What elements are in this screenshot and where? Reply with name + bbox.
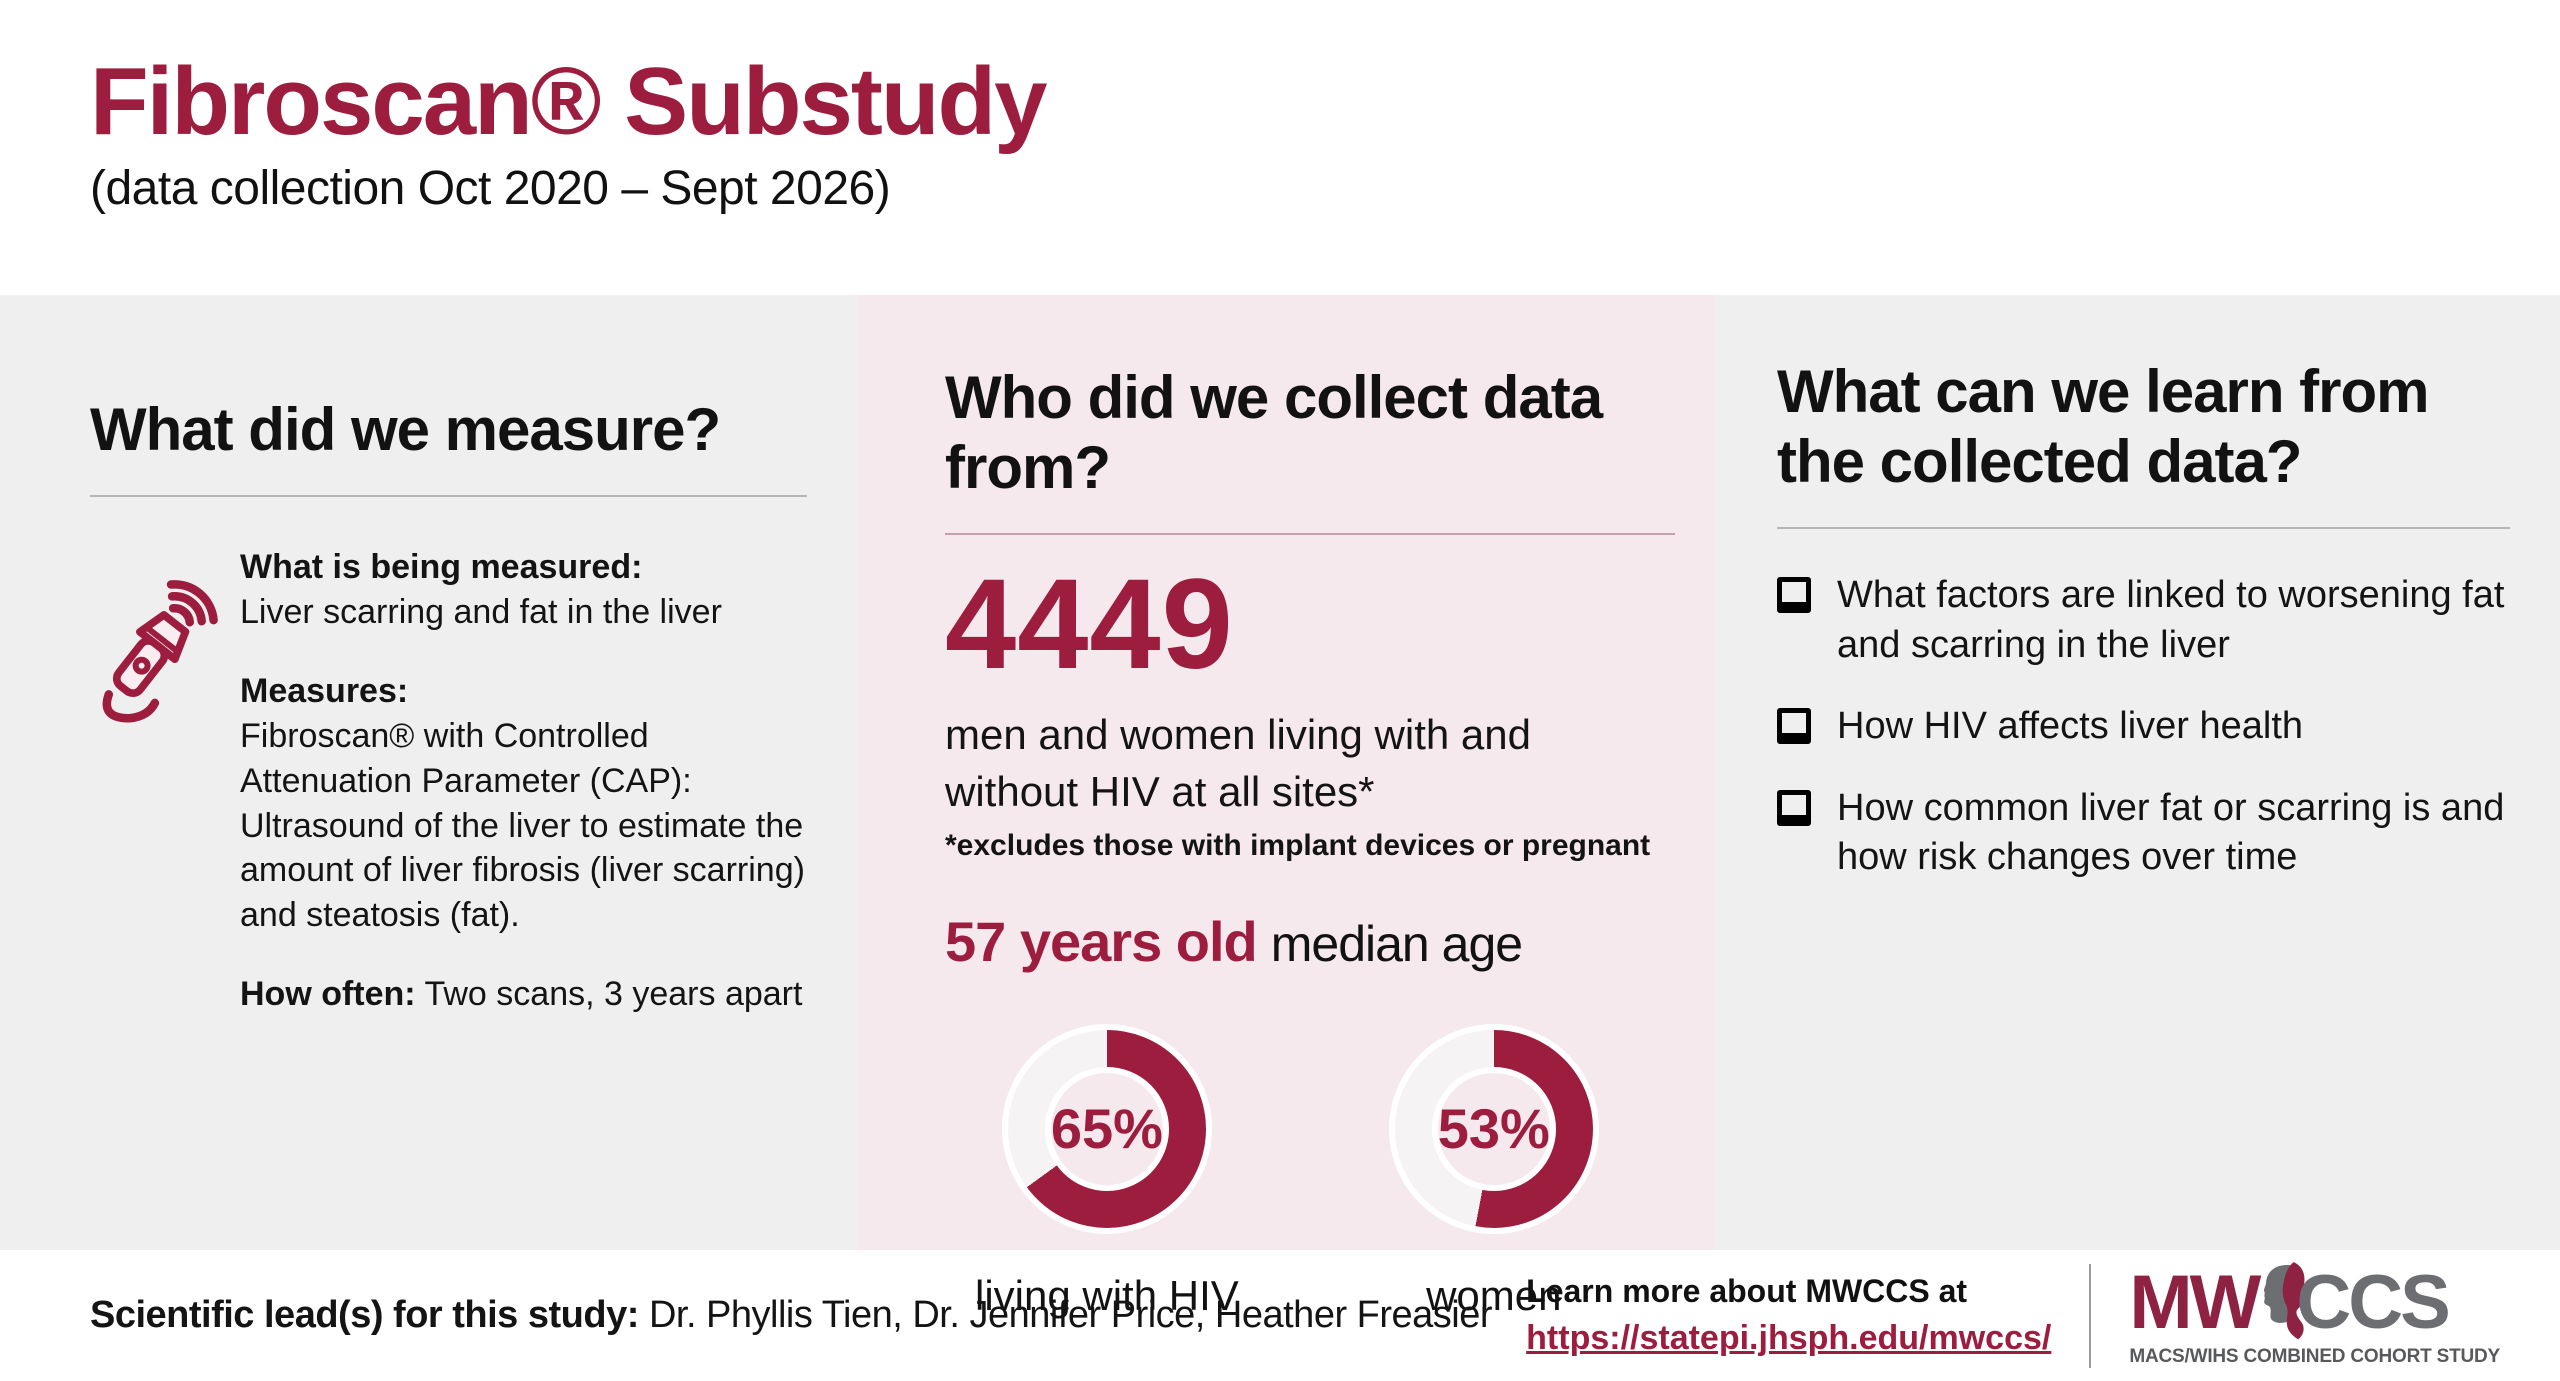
check-item-text: How common liver fat or scarring is and …	[1837, 786, 2505, 878]
divider-learn	[1777, 527, 2510, 530]
participant-count: 4449	[945, 553, 1234, 697]
donut-women-caption: women	[1426, 1271, 1562, 1319]
measures-block: Measures: Fibroscan® with Controlled Att…	[240, 669, 807, 938]
list-item: How common liver fat or scarring is and …	[1777, 784, 2510, 883]
logo-subtext: MACS/WIHS COMBINED COHORT STUDY	[2129, 1345, 2500, 1367]
page-title: Fibroscan® Substudy	[90, 48, 1048, 155]
section-heading-learn: What can we learn from the collected dat…	[1777, 358, 2429, 496]
participant-count-caption: men and women living with and without HI…	[945, 711, 1531, 816]
measure-text: What is being measured: Liver scarring a…	[240, 545, 807, 1051]
learn-more-block: Learn more about MWCCS at https://statep…	[1526, 1268, 2051, 1364]
what-is-measured-block: What is being measured: Liver scarring a…	[240, 545, 807, 635]
list-item: How HIV affects liver health	[1777, 702, 2510, 751]
header: Fibroscan® Substudy (data collection Oct…	[0, 0, 2560, 295]
face-profiles-icon	[2264, 1261, 2305, 1339]
donut-living-with-hiv: 65% living with HIV	[975, 1023, 1239, 1320]
content-columns: What did we measure?	[0, 295, 2560, 1319]
section-heading-measure: What did we measure?	[90, 396, 721, 463]
check-item-text: How HIV affects liver health	[1837, 705, 2304, 748]
learn-checklist: What factors are linked to worsening fat…	[1777, 571, 2510, 882]
checkbox-icon	[1777, 577, 1811, 614]
mwccs-logo: MW CCS MACS/WIHS COMBINED COHORT STUDY	[2129, 1260, 2500, 1368]
section-heading-who: Who did we collect data from?	[945, 364, 1603, 502]
median-age-label: median age	[1270, 915, 1523, 972]
footer-right: Learn more about MWCCS at https://statep…	[1526, 1260, 2500, 1368]
measures-value: Fibroscan® with Controlled Attenuation P…	[240, 716, 805, 935]
what-is-measured-label: What is being measured:	[240, 548, 643, 587]
section-what-did-we-measure: What did we measure?	[0, 295, 857, 1250]
exclusion-footnote: *excludes those with implant devices or …	[945, 828, 1651, 862]
scientific-leads-label: Scientific lead(s) for this study:	[90, 1294, 639, 1336]
donut-chart-women: 53%	[1388, 1023, 1599, 1234]
section-what-can-we-learn: What can we learn from the collected dat…	[1715, 295, 2560, 1250]
fibroscan-probe-icon-svg	[102, 580, 218, 723]
median-age-line: 57 years old median age	[945, 909, 1675, 974]
learn-more-label: Learn more about MWCCS at	[1526, 1272, 1968, 1309]
scientific-leads-names: Dr. Phyllis Tien, Dr. Jennifer Price, He…	[648, 1294, 1493, 1336]
section-who-did-we-collect: Who did we collect data from? 4449 men a…	[857, 295, 1715, 1319]
list-item: What factors are linked to worsening fat…	[1777, 571, 2510, 670]
measure-body: What is being measured: Liver scarring a…	[90, 545, 807, 1051]
logo-text-ccs: CCS	[2296, 1260, 2450, 1345]
what-is-measured-value: Liver scarring and fat in the liver	[240, 593, 722, 632]
fibroscan-probe-icon	[90, 551, 218, 1051]
measures-label: Measures:	[240, 671, 409, 710]
divider-who	[945, 533, 1675, 536]
footer-divider	[2089, 1263, 2092, 1368]
median-age-value: 57 years old	[945, 909, 1258, 973]
mwccs-logo-row: MW CCS	[2129, 1260, 2451, 1345]
donut-chart-hiv: 65%	[1001, 1023, 1212, 1234]
page-subtitle: (data collection Oct 2020 – Sept 2026)	[90, 161, 891, 215]
checkbox-icon	[1777, 708, 1811, 745]
how-often-block: How often: Two scans, 3 years apart	[240, 972, 807, 1017]
checkbox-icon	[1777, 789, 1811, 826]
donut-women-percent: 53%	[1437, 1097, 1550, 1161]
donut-charts: 65% living with HIV 53% women	[975, 1023, 1675, 1320]
donut-women: 53% women	[1388, 1023, 1599, 1320]
scientific-leads: Scientific lead(s) for this study: Dr. P…	[90, 1294, 1493, 1337]
donut-hiv-caption: living with HIV	[975, 1271, 1239, 1319]
check-item-text: What factors are linked to worsening fat…	[1837, 574, 2505, 666]
mwccs-link[interactable]: https://statepi.jhsph.edu/mwccs/	[1526, 1319, 2052, 1358]
how-often-value: Two scans, 3 years apart	[424, 975, 803, 1014]
how-often-label: How often:	[240, 975, 416, 1014]
logo-text-mw: MW	[2129, 1260, 2261, 1345]
footer: Scientific lead(s) for this study: Dr. P…	[0, 1250, 2560, 1381]
donut-hiv-percent: 65%	[1050, 1097, 1163, 1161]
divider-measure	[90, 495, 807, 498]
